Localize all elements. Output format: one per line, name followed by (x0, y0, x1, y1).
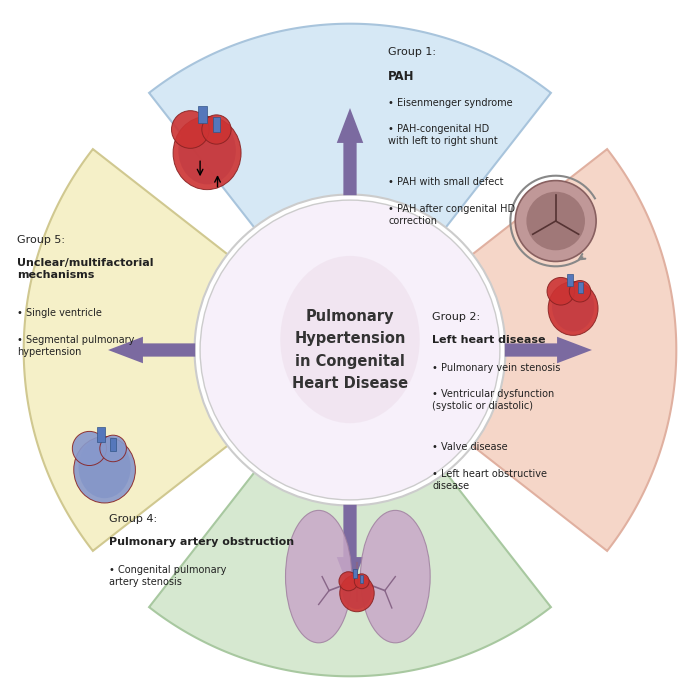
Ellipse shape (342, 575, 372, 609)
Ellipse shape (74, 437, 135, 503)
Polygon shape (149, 468, 551, 676)
Text: • Single ventricle: • Single ventricle (17, 308, 102, 318)
Circle shape (569, 281, 591, 302)
Text: • Valve disease: • Valve disease (433, 442, 508, 452)
Text: PAH: PAH (389, 70, 415, 83)
Ellipse shape (360, 510, 430, 643)
Circle shape (172, 111, 209, 148)
FancyArrow shape (360, 575, 363, 582)
Circle shape (195, 195, 505, 505)
Circle shape (526, 192, 585, 251)
Text: • Ventricular dysfunction
(systolic or diastolic): • Ventricular dysfunction (systolic or d… (433, 389, 554, 412)
Ellipse shape (78, 437, 131, 498)
FancyArrow shape (337, 505, 363, 592)
FancyArrow shape (110, 438, 116, 451)
FancyArrow shape (337, 108, 363, 195)
Text: Left heart disease: Left heart disease (433, 335, 546, 344)
Polygon shape (468, 149, 676, 551)
Text: Pulmonary
Hypertension
in Congenital
Heart Disease: Pulmonary Hypertension in Congenital Hea… (292, 309, 408, 391)
Ellipse shape (280, 256, 420, 424)
Ellipse shape (552, 281, 594, 332)
Circle shape (547, 277, 575, 305)
Text: • Congenital pulmonary
artery stenosis: • Congenital pulmonary artery stenosis (109, 565, 227, 587)
Ellipse shape (173, 116, 241, 190)
FancyArrow shape (97, 427, 105, 442)
Text: • Eisenmenger syndrome: • Eisenmenger syndrome (389, 97, 513, 108)
Text: Unclear/multifactorial
mechanisms: Unclear/multifactorial mechanisms (17, 258, 153, 281)
Polygon shape (24, 149, 232, 551)
FancyArrow shape (505, 337, 592, 363)
Circle shape (354, 574, 369, 589)
FancyArrow shape (353, 569, 357, 577)
Polygon shape (149, 24, 551, 232)
Text: Group 1:: Group 1: (389, 47, 436, 57)
Circle shape (72, 431, 106, 466)
Text: • PAH-congenital HD
with left to right shunt: • PAH-congenital HD with left to right s… (389, 124, 498, 146)
Text: • PAH with small defect: • PAH with small defect (389, 177, 504, 187)
FancyArrow shape (567, 274, 573, 286)
Circle shape (202, 115, 231, 144)
Ellipse shape (548, 281, 598, 335)
Circle shape (515, 181, 596, 262)
FancyArrow shape (108, 337, 195, 363)
Text: • Segmental pulmonary
hypertension: • Segmental pulmonary hypertension (17, 335, 134, 357)
Text: Group 4:: Group 4: (109, 514, 158, 524)
Circle shape (100, 435, 127, 462)
Text: • PAH after congenital HD
correction: • PAH after congenital HD correction (389, 204, 515, 226)
Text: Group 2:: Group 2: (433, 312, 480, 322)
Ellipse shape (286, 510, 351, 643)
Text: Pulmonary artery obstruction: Pulmonary artery obstruction (109, 537, 295, 547)
FancyArrow shape (213, 118, 220, 132)
Ellipse shape (178, 116, 236, 184)
Text: • Left heart obstructive
disease: • Left heart obstructive disease (433, 468, 547, 491)
Circle shape (200, 200, 500, 500)
Text: Group 5:: Group 5: (17, 235, 64, 245)
Ellipse shape (340, 575, 374, 612)
FancyArrow shape (578, 282, 582, 293)
Circle shape (339, 572, 358, 591)
Text: • Pulmonary vein stenosis: • Pulmonary vein stenosis (433, 363, 561, 372)
FancyArrow shape (198, 106, 207, 122)
